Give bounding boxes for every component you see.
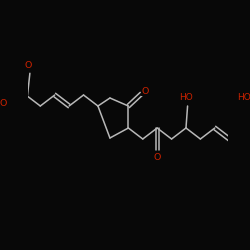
Text: O: O <box>24 60 32 70</box>
Text: O: O <box>142 86 149 96</box>
Text: O: O <box>154 154 161 162</box>
Text: O: O <box>0 100 7 108</box>
Text: HO: HO <box>237 92 250 102</box>
Text: HO: HO <box>179 92 193 102</box>
